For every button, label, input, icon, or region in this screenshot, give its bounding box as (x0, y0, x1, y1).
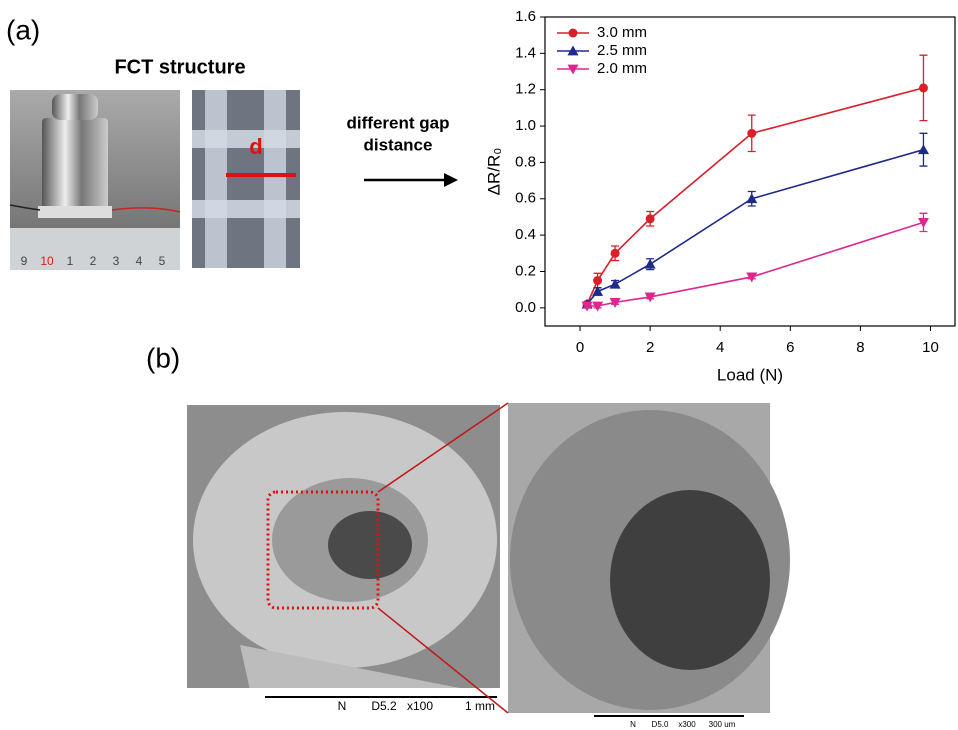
scale-text: 1 mm (465, 699, 495, 713)
y-tick-label: 0.4 (515, 226, 536, 243)
chart: 0.0 0.2 0.4 0.6 0.8 1.0 1.2 1.4 1.6 0 2 4 6 8 10 Load (… (484, 8, 955, 385)
sem-right (508, 403, 790, 716)
marker (611, 249, 620, 258)
marker (919, 83, 928, 92)
y-tick-label: 0.6 (515, 190, 536, 207)
x-tick-label: 6 (786, 339, 794, 356)
y-tick-label: 1.0 (515, 117, 536, 134)
ruler-number: 10 (40, 254, 54, 268)
ruler-number: 2 (90, 254, 97, 268)
y-tick-label: 1.4 (515, 44, 536, 61)
y-tick-label: 0.8 (515, 153, 536, 170)
x-tick-label: 10 (922, 339, 939, 356)
marker (646, 214, 655, 223)
gap-label: d (249, 134, 262, 159)
panel-label: (a) (6, 14, 40, 45)
marker (747, 129, 756, 138)
legend-label: 3.0 mm (597, 24, 647, 41)
y-tick-label: 1.6 (515, 8, 536, 25)
marker (593, 276, 602, 285)
y-tick-label: 1.2 (515, 81, 536, 98)
ruler-number: 4 (136, 254, 143, 268)
legend-label: 2.5 mm (597, 42, 647, 59)
ruler-number: 5 (159, 254, 166, 268)
scale-text: D5.2 (371, 699, 397, 713)
arrow-text: distance (364, 135, 433, 154)
x-axis-label: Load (N) (717, 365, 783, 384)
series-line (587, 222, 923, 306)
scale-text: N (630, 720, 636, 729)
x-tick-label: 8 (856, 339, 864, 356)
y-tick-label: 0.0 (515, 299, 536, 316)
marker (918, 144, 929, 154)
x-tick-label: 0 (576, 339, 584, 356)
legend-marker (569, 29, 578, 38)
photo-fabric (192, 90, 300, 268)
x-tick-label: 4 (716, 339, 724, 356)
scale-text: N (338, 699, 347, 713)
photo-weight (10, 90, 180, 270)
scale-text: x300 (678, 720, 696, 729)
legend-label: 2.0 mm (597, 60, 647, 77)
ruler-number: 1 (67, 254, 74, 268)
x-tick-label: 2 (646, 339, 654, 356)
series-line (587, 150, 923, 305)
arrow (364, 173, 458, 187)
y-axis-label: ΔR/R₀ (484, 148, 503, 196)
figure: (a) FCT structure 9 10 1 2 3 4 5 d different g… (0, 0, 958, 730)
scale-text: x100 (407, 699, 433, 713)
y-tick-label: 0.2 (515, 262, 536, 279)
photo-title: FCT structure (114, 56, 245, 78)
ruler-number: 3 (113, 254, 120, 268)
panel-label: (b) (146, 342, 180, 373)
ruler-number: 9 (21, 254, 28, 268)
scale-text: 300 um (709, 720, 736, 729)
marker (645, 259, 656, 269)
scale-text: D5.0 (652, 720, 669, 729)
arrow-text: different gap (347, 113, 450, 132)
sem-left (187, 405, 500, 708)
